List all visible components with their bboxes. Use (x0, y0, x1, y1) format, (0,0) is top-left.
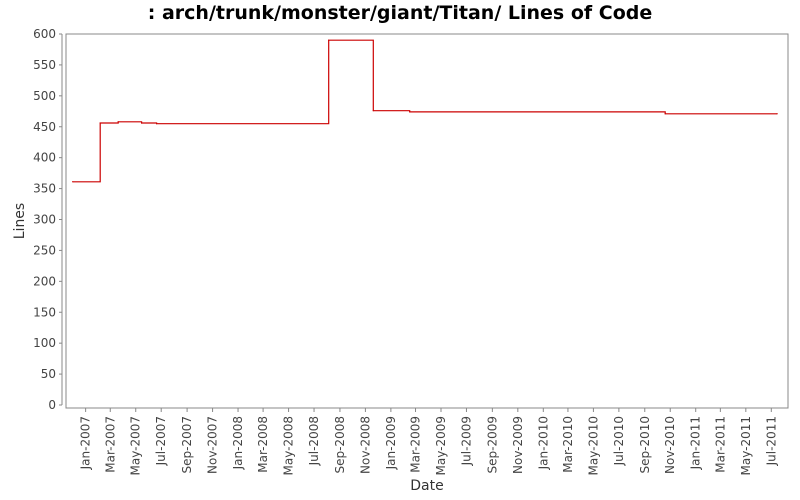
x-tick-label: Mar-2009 (409, 416, 423, 473)
data-point (409, 111, 411, 113)
x-tick-label: Jul-2008 (307, 416, 321, 466)
x-tick-label: Jul-2007 (154, 416, 168, 466)
y-tick-label: 0 (48, 398, 56, 412)
x-tick-label: Nov-2010 (663, 416, 677, 474)
y-tick-label: 100 (33, 336, 56, 350)
data-point (99, 122, 101, 124)
x-tick-label: Jan-2009 (384, 416, 398, 470)
plot-area (65, 33, 789, 409)
x-tick-label: Jan-2011 (689, 416, 703, 470)
x-axis-label: Date (410, 478, 443, 494)
x-tick-label: Jan-2007 (79, 416, 93, 470)
x-axis: Jan-2007 Mar-2007 May-2007 Jul-2007 Sep-2007… (66, 407, 788, 475)
y-tick-label: 300 (33, 213, 56, 227)
data-point (140, 122, 143, 124)
y-tick-label: 150 (33, 305, 56, 319)
data-point (328, 39, 330, 41)
data-point (664, 113, 666, 115)
x-tick-label: May-2011 (739, 416, 753, 475)
chart-title: : arch/trunk/monster/giant/Titan/ Lines … (147, 2, 653, 24)
x-tick-label: Jan-2010 (536, 416, 550, 470)
data-point (372, 110, 374, 112)
x-tick-label: May-2008 (282, 416, 296, 475)
y-axis-label: Lines (12, 203, 28, 239)
y-tick-label: 450 (33, 120, 56, 134)
x-tick-label: Sep-2009 (485, 416, 499, 474)
x-tick-label: Nov-2007 (206, 416, 220, 474)
x-tick-label: Nov-2008 (358, 416, 372, 474)
y-axis: 0 50 100 150 200 250 300 350 400 450 500 550 600 (33, 27, 63, 412)
x-tick-label: Mar-2011 (713, 416, 727, 473)
x-tick-label: Mar-2010 (561, 416, 575, 473)
series-layer (72, 39, 778, 183)
y-tick-label: 600 (33, 27, 56, 41)
x-tick-label: Mar-2007 (103, 416, 117, 473)
y-tick-label: 350 (33, 182, 56, 196)
x-tick-label: Mar-2008 (256, 416, 270, 473)
y-tick-label: 250 (33, 243, 56, 257)
x-tick-label: Jan-2008 (231, 416, 245, 470)
data-point (117, 121, 119, 123)
y-tick-label: 400 (33, 151, 56, 165)
y-tick-label: 50 (41, 367, 56, 381)
y-tick-label: 500 (33, 89, 56, 103)
y-tick-label: 200 (33, 274, 56, 288)
y-tick-label: 550 (33, 58, 56, 72)
x-tick-label: Jul-2009 (459, 416, 473, 466)
x-tick-label: Jul-2010 (612, 416, 626, 466)
data-point (776, 113, 778, 115)
x-tick-label: Sep-2008 (333, 416, 347, 474)
x-tick-label: May-2009 (434, 416, 448, 475)
x-tick-label: May-2007 (129, 416, 143, 475)
data-point (72, 181, 74, 183)
x-tick-label: Nov-2009 (511, 416, 525, 474)
series-line (72, 39, 778, 183)
x-tick-label: Jul-2011 (764, 416, 778, 466)
x-tick-label: May-2010 (586, 416, 600, 475)
x-tick-label: Sep-2010 (638, 416, 652, 474)
data-point (156, 123, 158, 125)
x-tick-label: Sep-2007 (180, 416, 194, 474)
